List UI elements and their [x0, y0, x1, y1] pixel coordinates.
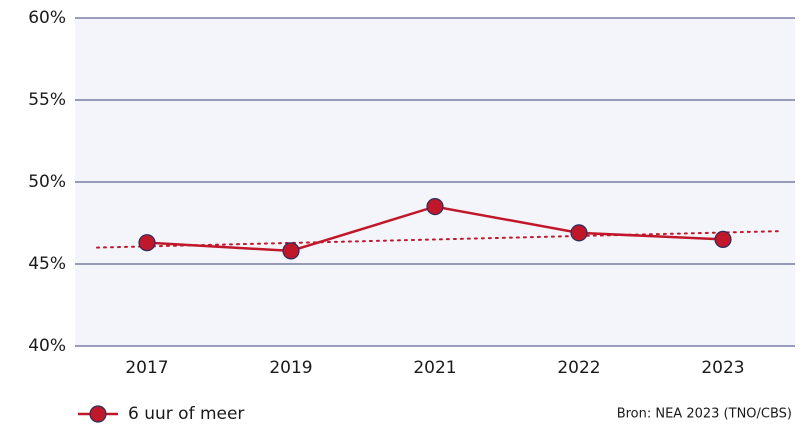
data-point — [138, 234, 156, 252]
y-tick-label: 50% — [28, 172, 66, 192]
x-tick-label: 2021 — [413, 358, 456, 378]
x-tick-label: 2019 — [269, 358, 312, 378]
trendline — [96, 230, 779, 249]
legend-label: 6 uur of meer — [128, 404, 244, 424]
data-point — [282, 242, 300, 260]
data-point — [714, 230, 732, 248]
y-tick-label: 40% — [28, 336, 66, 356]
y-tick-label: 60% — [28, 8, 66, 28]
data-point — [570, 224, 588, 242]
x-tick-label: 2023 — [701, 358, 744, 378]
y-tick-label: 45% — [28, 254, 66, 274]
y-tick-label: 55% — [28, 90, 66, 110]
data-point — [426, 198, 444, 216]
x-tick-label: 2022 — [557, 358, 600, 378]
legend-marker — [89, 405, 107, 423]
source-note: Bron: NEA 2023 (TNO/CBS) — [617, 407, 792, 422]
x-tick-label: 2017 — [125, 358, 168, 378]
